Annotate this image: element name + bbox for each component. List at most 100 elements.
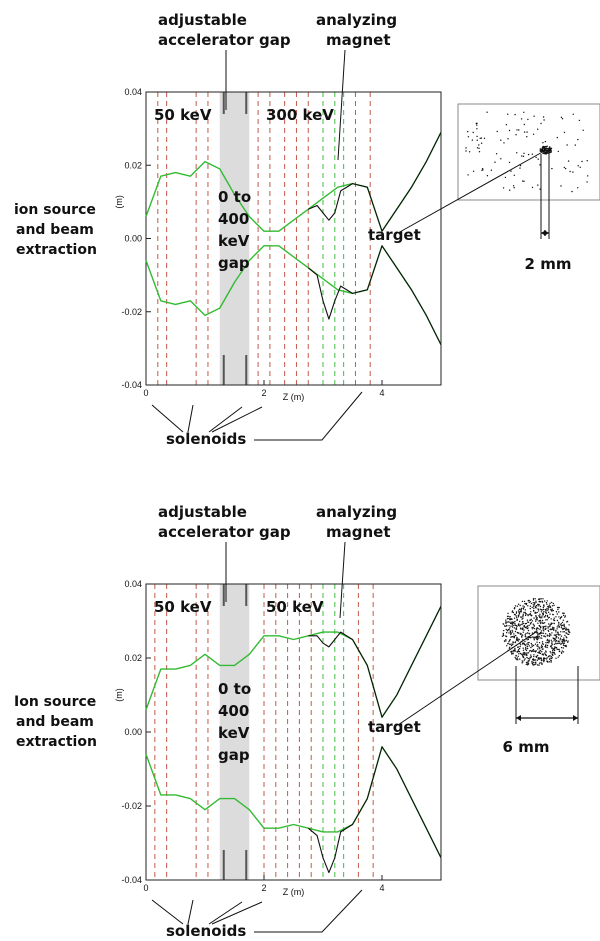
beam-particle <box>546 147 548 150</box>
dimension-arrow-left <box>516 715 521 721</box>
beam-particle <box>536 632 538 634</box>
beam-particle <box>476 128 478 130</box>
beam-particle <box>509 630 511 632</box>
beam-particle <box>478 147 480 149</box>
beam-particle <box>533 627 536 630</box>
beam-particle <box>526 647 529 650</box>
beam-particle <box>535 650 537 652</box>
beam-particle <box>515 627 518 629</box>
envelope-lower-series-2 <box>307 746 442 874</box>
beam-particle <box>517 638 519 640</box>
beam-particle <box>550 151 552 153</box>
beam-particle <box>546 614 549 617</box>
beam-particle <box>539 164 541 166</box>
beam-particle <box>547 609 549 611</box>
beam-particle <box>514 624 516 626</box>
magnet-title-line2: magnet <box>326 523 391 541</box>
beam-particle <box>545 633 547 635</box>
beam-particle <box>553 617 555 619</box>
beam-particle <box>506 632 508 634</box>
beam-particle <box>550 618 552 620</box>
beam-particle <box>530 642 532 645</box>
beam-particle <box>549 609 552 611</box>
beam-particle <box>527 643 529 646</box>
beam-particle <box>532 627 534 629</box>
beam-particle <box>525 602 527 605</box>
beam-particle <box>532 644 535 647</box>
beam-particle <box>553 604 555 607</box>
beam-particle <box>465 150 467 152</box>
x-tick-label: 4 <box>379 883 384 893</box>
beam-particle <box>520 118 523 120</box>
beam-particle <box>565 644 567 647</box>
beam-particle <box>542 648 544 650</box>
magnet-title-line1: analyzing <box>316 503 397 521</box>
beam-particle <box>569 631 571 634</box>
beam-particle <box>562 614 565 617</box>
beam-particle <box>564 616 566 618</box>
beam-particle <box>530 650 533 653</box>
beam-particle <box>514 113 516 116</box>
beam-particle <box>557 656 559 658</box>
beam-particle <box>511 611 513 613</box>
beam-particle <box>515 615 517 617</box>
envelope-lower-series-1 <box>145 746 442 859</box>
beam-particle <box>565 632 567 634</box>
beam-particle <box>505 628 507 631</box>
beam-particle <box>563 639 565 641</box>
beam-particle <box>563 623 565 625</box>
beam-particle <box>532 650 534 652</box>
beam-particle <box>550 660 552 662</box>
solenoid-pointer <box>208 406 243 433</box>
beam-particle <box>552 626 554 628</box>
beam-particle <box>526 136 528 138</box>
beam-particle <box>544 625 546 628</box>
x-tick-label: 4 <box>379 388 384 398</box>
solenoid-pointer <box>187 404 194 433</box>
beam-particle <box>525 622 528 625</box>
beam-particle <box>512 611 514 614</box>
beam-particle <box>558 650 560 652</box>
beam-particle <box>527 657 529 660</box>
beam-particle <box>544 646 546 648</box>
beam-particle <box>531 628 533 630</box>
beam-particle <box>577 165 579 167</box>
beam-particle <box>527 625 529 627</box>
beam-particle <box>542 659 544 662</box>
beam-particle <box>516 152 518 154</box>
beam-particle <box>556 136 558 139</box>
beam-particle <box>511 652 513 655</box>
beam-particle <box>557 608 559 611</box>
beam-particle <box>549 151 551 154</box>
beam-particle <box>508 632 510 634</box>
beam-particle <box>527 629 530 632</box>
beam-particle <box>546 639 548 642</box>
beam-particle <box>550 645 553 647</box>
beam-particle <box>515 634 517 637</box>
beam-particle <box>530 646 532 649</box>
beam-particle <box>528 645 531 647</box>
beam-particle <box>515 624 517 627</box>
beam-particle <box>519 645 521 648</box>
beam-particle <box>557 633 559 635</box>
beam-particle <box>510 622 512 624</box>
beam-particle <box>521 623 523 625</box>
beam-particle <box>522 647 524 649</box>
beam-particle <box>537 158 539 160</box>
beam-particle <box>528 650 531 652</box>
beam-particle <box>529 605 531 607</box>
beam-particle <box>526 652 528 654</box>
beam-particle <box>514 647 516 650</box>
beam-particle <box>523 606 526 608</box>
beam-particle <box>559 639 561 641</box>
beam-particle <box>586 160 588 162</box>
beam-particle <box>512 631 514 633</box>
beam-particle <box>533 607 535 609</box>
beam-particle <box>545 152 548 155</box>
beam-particle <box>505 639 507 641</box>
beam-particle <box>546 145 548 147</box>
beam-particle <box>521 621 524 623</box>
beam-particle <box>508 625 510 627</box>
beam-particle <box>543 657 545 660</box>
beam-particle <box>587 175 589 177</box>
